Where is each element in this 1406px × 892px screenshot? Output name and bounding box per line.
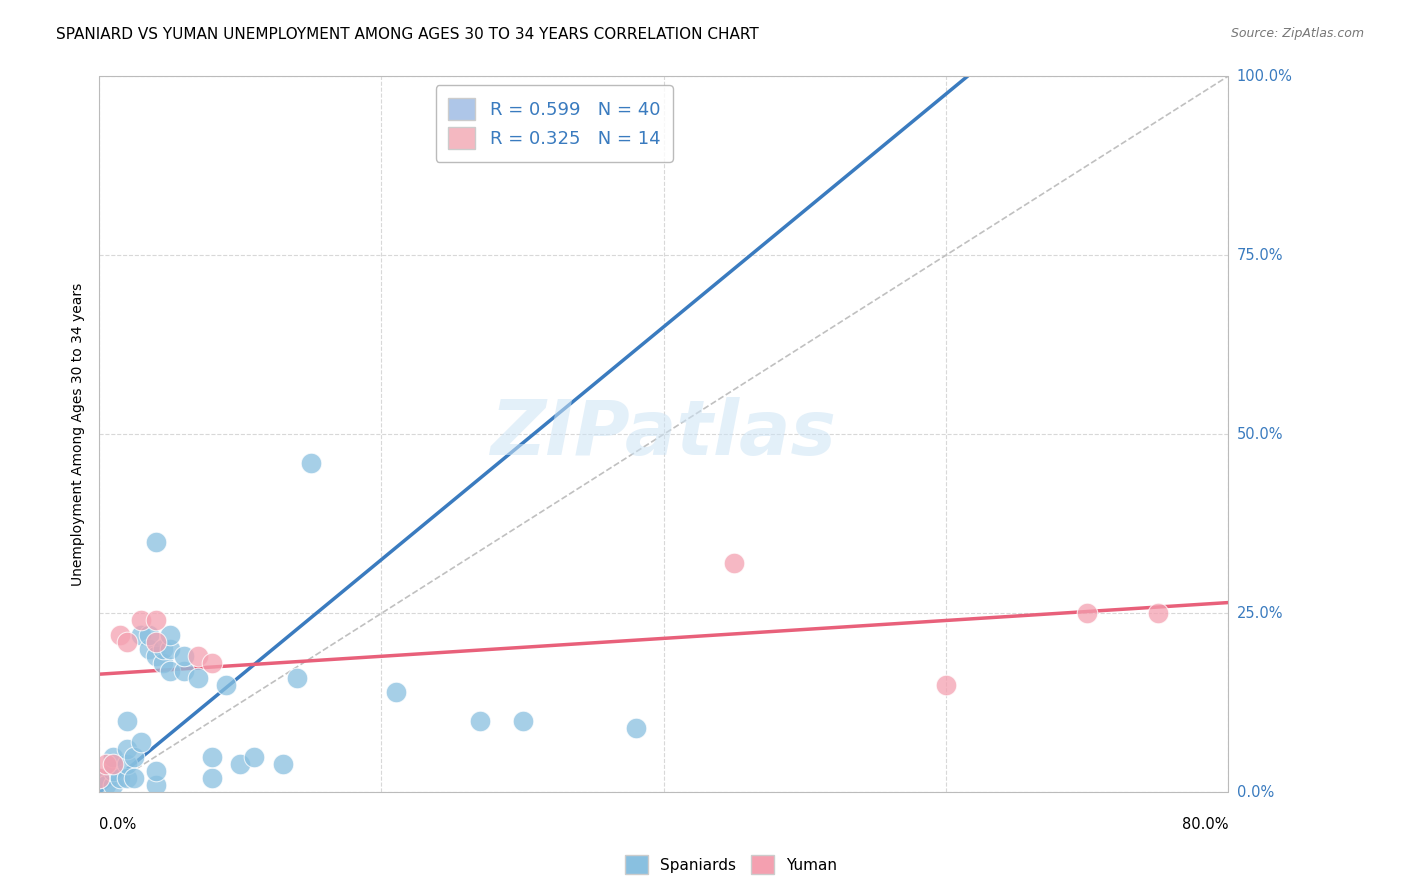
Point xyxy=(152,642,174,657)
Point xyxy=(117,771,139,785)
Point xyxy=(131,735,153,749)
Text: 100.0%: 100.0% xyxy=(1237,69,1292,84)
Point xyxy=(173,664,195,678)
Point xyxy=(159,642,181,657)
Point xyxy=(187,649,209,664)
Point xyxy=(299,456,322,470)
Point xyxy=(624,721,647,735)
Point xyxy=(201,657,224,671)
Point xyxy=(138,642,160,657)
Legend: R = 0.599   N = 40, R = 0.325   N = 14: R = 0.599 N = 40, R = 0.325 N = 14 xyxy=(436,85,673,161)
Point xyxy=(145,649,167,664)
Point xyxy=(145,778,167,792)
Point xyxy=(201,749,224,764)
Point xyxy=(117,714,139,728)
Text: ZIPatlas: ZIPatlas xyxy=(491,397,837,471)
Point xyxy=(1146,607,1168,621)
Text: 0.0%: 0.0% xyxy=(1237,785,1274,800)
Point xyxy=(131,628,153,642)
Point xyxy=(124,771,146,785)
Point xyxy=(117,742,139,756)
Text: Source: ZipAtlas.com: Source: ZipAtlas.com xyxy=(1230,27,1364,40)
Point xyxy=(159,628,181,642)
Point xyxy=(152,657,174,671)
Point xyxy=(187,671,209,685)
Point xyxy=(124,749,146,764)
Y-axis label: Unemployment Among Ages 30 to 34 years: Unemployment Among Ages 30 to 34 years xyxy=(72,283,86,586)
Point xyxy=(285,671,308,685)
Point xyxy=(159,664,181,678)
Text: 50.0%: 50.0% xyxy=(1237,426,1284,442)
Point xyxy=(96,778,118,792)
Point xyxy=(117,635,139,649)
Point xyxy=(243,749,266,764)
Point xyxy=(215,678,238,692)
Point xyxy=(110,628,132,642)
Text: 25.0%: 25.0% xyxy=(1237,606,1284,621)
Point xyxy=(229,756,252,771)
Point xyxy=(117,756,139,771)
Point xyxy=(271,756,294,771)
Text: 0.0%: 0.0% xyxy=(100,817,136,832)
Point xyxy=(103,764,125,778)
Point xyxy=(103,756,125,771)
Point xyxy=(723,556,745,570)
Point xyxy=(145,534,167,549)
Point xyxy=(138,628,160,642)
Point xyxy=(145,614,167,628)
Point xyxy=(512,714,534,728)
Point xyxy=(145,635,167,649)
Text: 75.0%: 75.0% xyxy=(1237,248,1284,262)
Point xyxy=(89,771,111,785)
Point xyxy=(131,614,153,628)
Point xyxy=(1076,607,1098,621)
Legend: Spaniards, Yuman: Spaniards, Yuman xyxy=(619,849,844,880)
Point xyxy=(470,714,492,728)
Point xyxy=(201,771,224,785)
Point xyxy=(173,649,195,664)
Point xyxy=(110,771,132,785)
Point xyxy=(89,771,111,785)
Point xyxy=(384,685,406,699)
Text: SPANIARD VS YUMAN UNEMPLOYMENT AMONG AGES 30 TO 34 YEARS CORRELATION CHART: SPANIARD VS YUMAN UNEMPLOYMENT AMONG AGE… xyxy=(56,27,759,42)
Text: 80.0%: 80.0% xyxy=(1182,817,1229,832)
Point xyxy=(145,764,167,778)
Point xyxy=(935,678,957,692)
Point xyxy=(103,749,125,764)
Point xyxy=(96,756,118,771)
Point xyxy=(103,778,125,792)
